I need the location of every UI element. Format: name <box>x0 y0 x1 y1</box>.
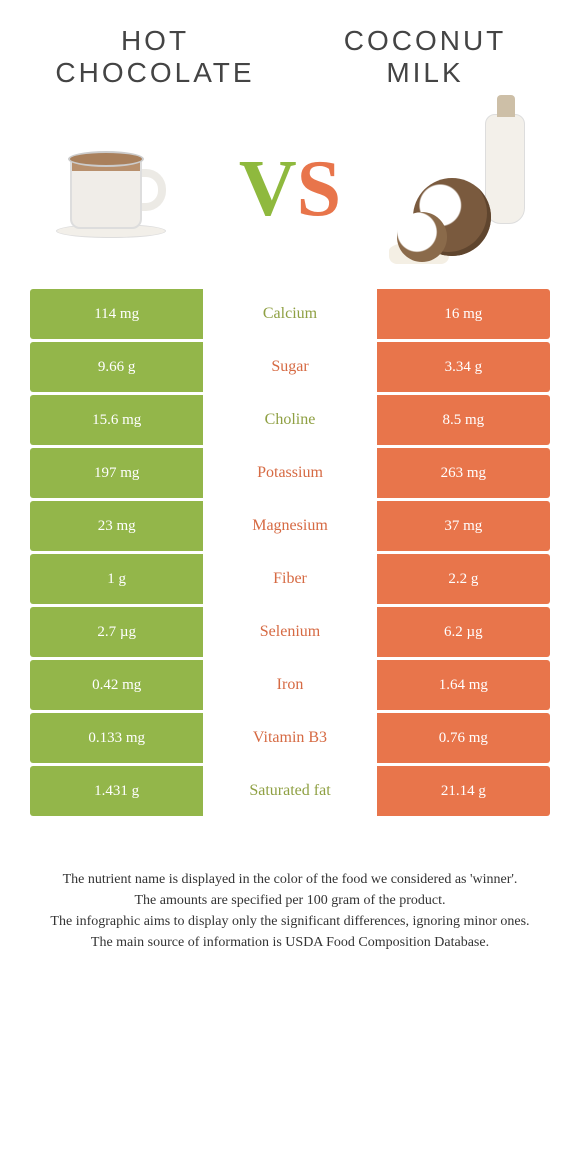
nutrient-row: 1 gFiber2.2 g <box>30 554 550 604</box>
value-right: 37 mg <box>377 501 550 551</box>
value-right: 8.5 mg <box>377 395 550 445</box>
value-right: 263 mg <box>377 448 550 498</box>
value-right: 2.2 g <box>377 554 550 604</box>
nutrient-row: 9.66 gSugar3.34 g <box>30 342 550 392</box>
nutrient-name: Selenium <box>203 607 376 657</box>
value-right: 0.76 mg <box>377 713 550 763</box>
coconut-milk-image <box>395 119 535 259</box>
value-right: 6.2 µg <box>377 607 550 657</box>
value-left: 1 g <box>30 554 203 604</box>
nutrient-row: 0.133 mgVitamin B30.76 mg <box>30 713 550 763</box>
value-right: 1.64 mg <box>377 660 550 710</box>
footer-notes: The nutrient name is displayed in the co… <box>0 819 580 953</box>
value-left: 23 mg <box>30 501 203 551</box>
value-left: 15.6 mg <box>30 395 203 445</box>
footer-line: The main source of information is USDA F… <box>40 932 540 953</box>
hot-chocolate-image <box>45 119 185 259</box>
nutrient-table: 114 mgCalcium16 mg9.66 gSugar3.34 g15.6 … <box>0 289 580 816</box>
value-right: 21.14 g <box>377 766 550 816</box>
nutrient-name: Magnesium <box>203 501 376 551</box>
nutrient-row: 15.6 mgCholine8.5 mg <box>30 395 550 445</box>
nutrient-row: 1.431 gSaturated fat21.14 g <box>30 766 550 816</box>
title-right: Coconut milk <box>304 25 547 89</box>
nutrient-name: Calcium <box>203 289 376 339</box>
nutrient-row: 2.7 µgSelenium6.2 µg <box>30 607 550 657</box>
value-left: 1.431 g <box>30 766 203 816</box>
nutrient-row: 0.42 mgIron1.64 mg <box>30 660 550 710</box>
value-left: 0.42 mg <box>30 660 203 710</box>
nutrient-row: 114 mgCalcium16 mg <box>30 289 550 339</box>
nutrient-name: Fiber <box>203 554 376 604</box>
value-left: 0.133 mg <box>30 713 203 763</box>
nutrient-row: 197 mgPotassium263 mg <box>30 448 550 498</box>
footer-line: The nutrient name is displayed in the co… <box>40 869 540 890</box>
vs-v: V <box>239 145 297 233</box>
nutrient-name: Saturated fat <box>203 766 376 816</box>
footer-line: The amounts are specified per 100 gram o… <box>40 890 540 911</box>
vs-label: VS <box>239 144 341 235</box>
vs-s: S <box>297 145 342 233</box>
nutrient-name: Choline <box>203 395 376 445</box>
nutrient-name: Vitamin B3 <box>203 713 376 763</box>
nutrient-row: 23 mgMagnesium37 mg <box>30 501 550 551</box>
images-row: VS <box>0 99 580 289</box>
header: Hot chocolate Coconut milk <box>0 0 580 99</box>
value-right: 3.34 g <box>377 342 550 392</box>
nutrient-name: Iron <box>203 660 376 710</box>
value-left: 197 mg <box>30 448 203 498</box>
value-left: 114 mg <box>30 289 203 339</box>
nutrient-name: Potassium <box>203 448 376 498</box>
value-left: 2.7 µg <box>30 607 203 657</box>
value-left: 9.66 g <box>30 342 203 392</box>
footer-line: The infographic aims to display only the… <box>40 911 540 932</box>
nutrient-name: Sugar <box>203 342 376 392</box>
value-right: 16 mg <box>377 289 550 339</box>
title-left: Hot chocolate <box>34 25 277 89</box>
